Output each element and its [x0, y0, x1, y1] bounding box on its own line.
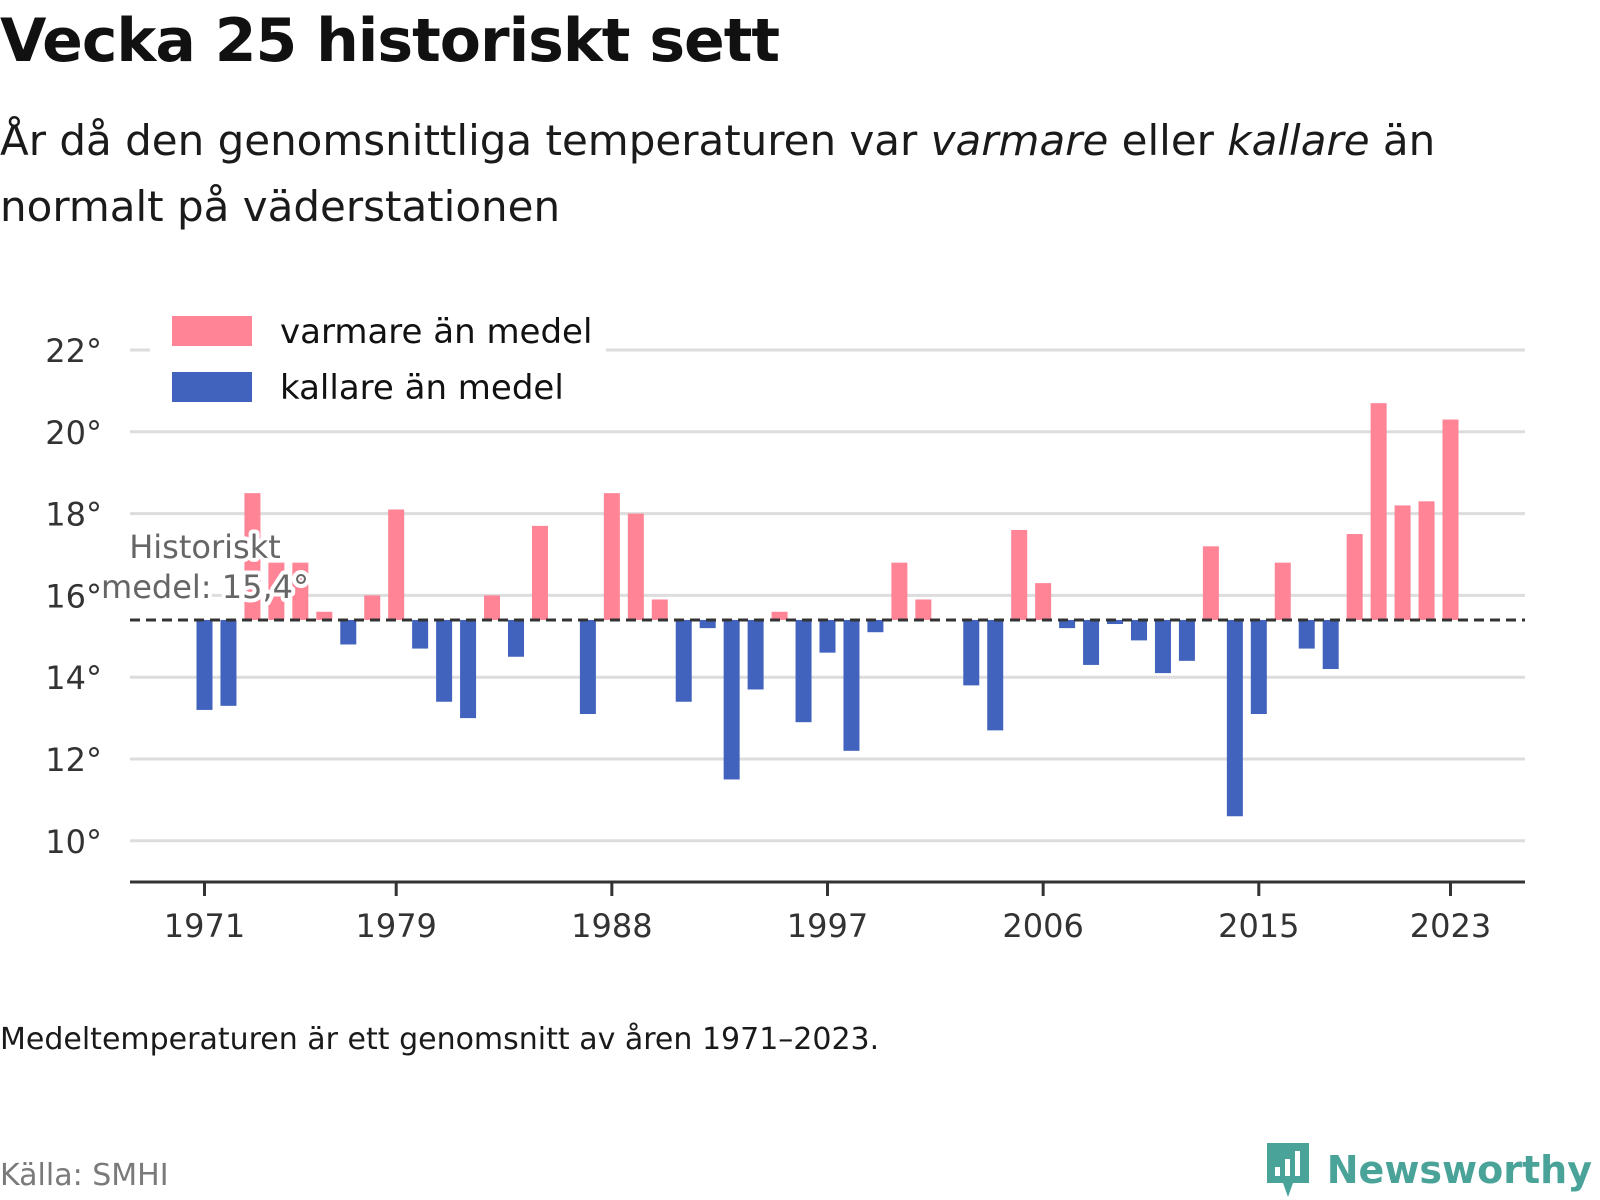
bar-2019 — [1346, 534, 1363, 620]
bar-2003 — [963, 619, 980, 686]
subtitle-text-end: än normalt på väderstationen — [0, 116, 1436, 231]
bar-2010 — [1131, 619, 1147, 641]
y-tick-label-14: 14° — [45, 659, 102, 697]
bar-2009 — [1107, 619, 1124, 625]
bar-1987 — [579, 619, 596, 715]
baseline-label-halo-0: Historiskt — [129, 528, 281, 566]
page-subtitle: År då den genomsnittliga temperaturen va… — [0, 108, 1540, 240]
gridlines — [130, 348, 1525, 843]
bar-1990 — [651, 599, 668, 620]
bar-2001 — [915, 599, 932, 620]
x-tick-label-1997: 1997 — [787, 907, 868, 945]
bar-1978 — [364, 595, 381, 620]
bar-1984 — [508, 619, 524, 657]
x-tick-label-1979: 1979 — [355, 907, 436, 945]
bar-1975 — [292, 562, 309, 620]
bar-1971 — [196, 619, 213, 710]
bar-1994 — [747, 619, 764, 690]
bar-2007 — [1059, 619, 1076, 629]
bar-1991 — [675, 619, 692, 702]
bar-2000 — [891, 562, 908, 620]
bar-2022 — [1418, 501, 1435, 620]
bar-2021 — [1394, 505, 1411, 620]
legend-swatch-0 — [172, 316, 252, 346]
x-tick-label-1971: 1971 — [164, 907, 245, 945]
y-axis-ticks: 10° 12° 14° 16° 18° 20° 22° — [45, 332, 102, 861]
bars — [196, 403, 1459, 817]
bar-1977 — [340, 619, 357, 645]
bar-1988 — [603, 493, 620, 620]
source-credit: Källa: SMHI — [0, 1158, 169, 1193]
bar-2023 — [1442, 419, 1459, 620]
bar-1989 — [627, 513, 644, 620]
bar-1973 — [244, 493, 261, 620]
bar-1995 — [771, 611, 788, 620]
baseline-label-line-0: Historiskt — [129, 528, 281, 566]
bar-1999 — [867, 619, 884, 633]
y-tick-label-20: 20° — [45, 414, 102, 452]
bar-1983 — [484, 595, 501, 620]
subtitle-text-middle: eller — [1108, 116, 1228, 165]
bar-2016 — [1274, 562, 1291, 620]
page-title: Vecka 25 historiskt sett — [0, 6, 780, 76]
y-tick-label-18: 18° — [45, 496, 102, 534]
x-tick-label-2015: 2015 — [1218, 907, 1299, 945]
y-tick-label-12: 12° — [45, 741, 102, 779]
bar-2017 — [1298, 619, 1315, 649]
brand-name: Newsworthy — [1326, 1148, 1592, 1192]
subtitle-warm-word: varmare — [930, 116, 1109, 165]
bar-1982 — [460, 619, 477, 719]
y-tick-label-10: 10° — [45, 823, 102, 861]
bar-2014 — [1226, 619, 1243, 817]
bar-1980 — [412, 619, 429, 649]
x-tick-label-2023: 2023 — [1410, 907, 1491, 945]
x-axis: 1971 1979 1988 1997 2006 2015 2023 — [130, 880, 1525, 945]
bar-2015 — [1250, 619, 1267, 715]
bar-2012 — [1178, 619, 1195, 661]
subtitle-text-start: År då den genomsnittliga temperaturen va… — [0, 116, 931, 165]
baseline-label-halo-1: medel: 15,4° — [101, 568, 309, 606]
y-tick-label-16: 16° — [45, 577, 102, 615]
legend: varmare än medel kallare än medel — [150, 302, 606, 418]
x-tick-label-2006: 2006 — [1002, 907, 1083, 945]
bar-2013 — [1202, 546, 1219, 620]
bar-2018 — [1322, 619, 1339, 670]
y-tick-label-22: 22° — [45, 332, 102, 370]
newsworthy-logo-icon — [1266, 1143, 1309, 1197]
legend-swatch-1 — [172, 372, 252, 402]
bar-2005 — [1011, 529, 1028, 620]
footnote: Medeltemperaturen är ett genomsnitt av å… — [0, 1022, 880, 1057]
x-tick-label-1988: 1988 — [571, 907, 652, 945]
subtitle-cold-word: kallare — [1227, 116, 1370, 165]
bar-1985 — [531, 525, 548, 620]
bar-1992 — [699, 619, 716, 629]
bar-2008 — [1083, 619, 1100, 665]
bar-2004 — [987, 619, 1004, 731]
bar-2011 — [1154, 619, 1171, 674]
bar-1981 — [436, 619, 453, 702]
bar-2006 — [1035, 583, 1052, 620]
bar-1993 — [723, 619, 740, 780]
bar-1998 — [843, 619, 860, 751]
bar-1979 — [388, 509, 405, 620]
bar-1997 — [819, 619, 836, 653]
legend-label-0: varmare än medel — [280, 312, 592, 352]
legend-label-1: kallare än medel — [280, 368, 564, 408]
baseline-label-line-1: medel: 15,4° — [101, 568, 309, 606]
brand-logo: Newsworthy — [1263, 1140, 1592, 1200]
bar-1974 — [268, 562, 285, 620]
temperature-bar-chart: 10° 12° 14° 16° 18° 20° 22° HistorisktHistoris… — [45, 302, 1525, 945]
bar-1972 — [220, 619, 237, 706]
bar-2020 — [1370, 403, 1387, 620]
bar-1976 — [316, 611, 333, 620]
bar-1996 — [795, 619, 812, 723]
